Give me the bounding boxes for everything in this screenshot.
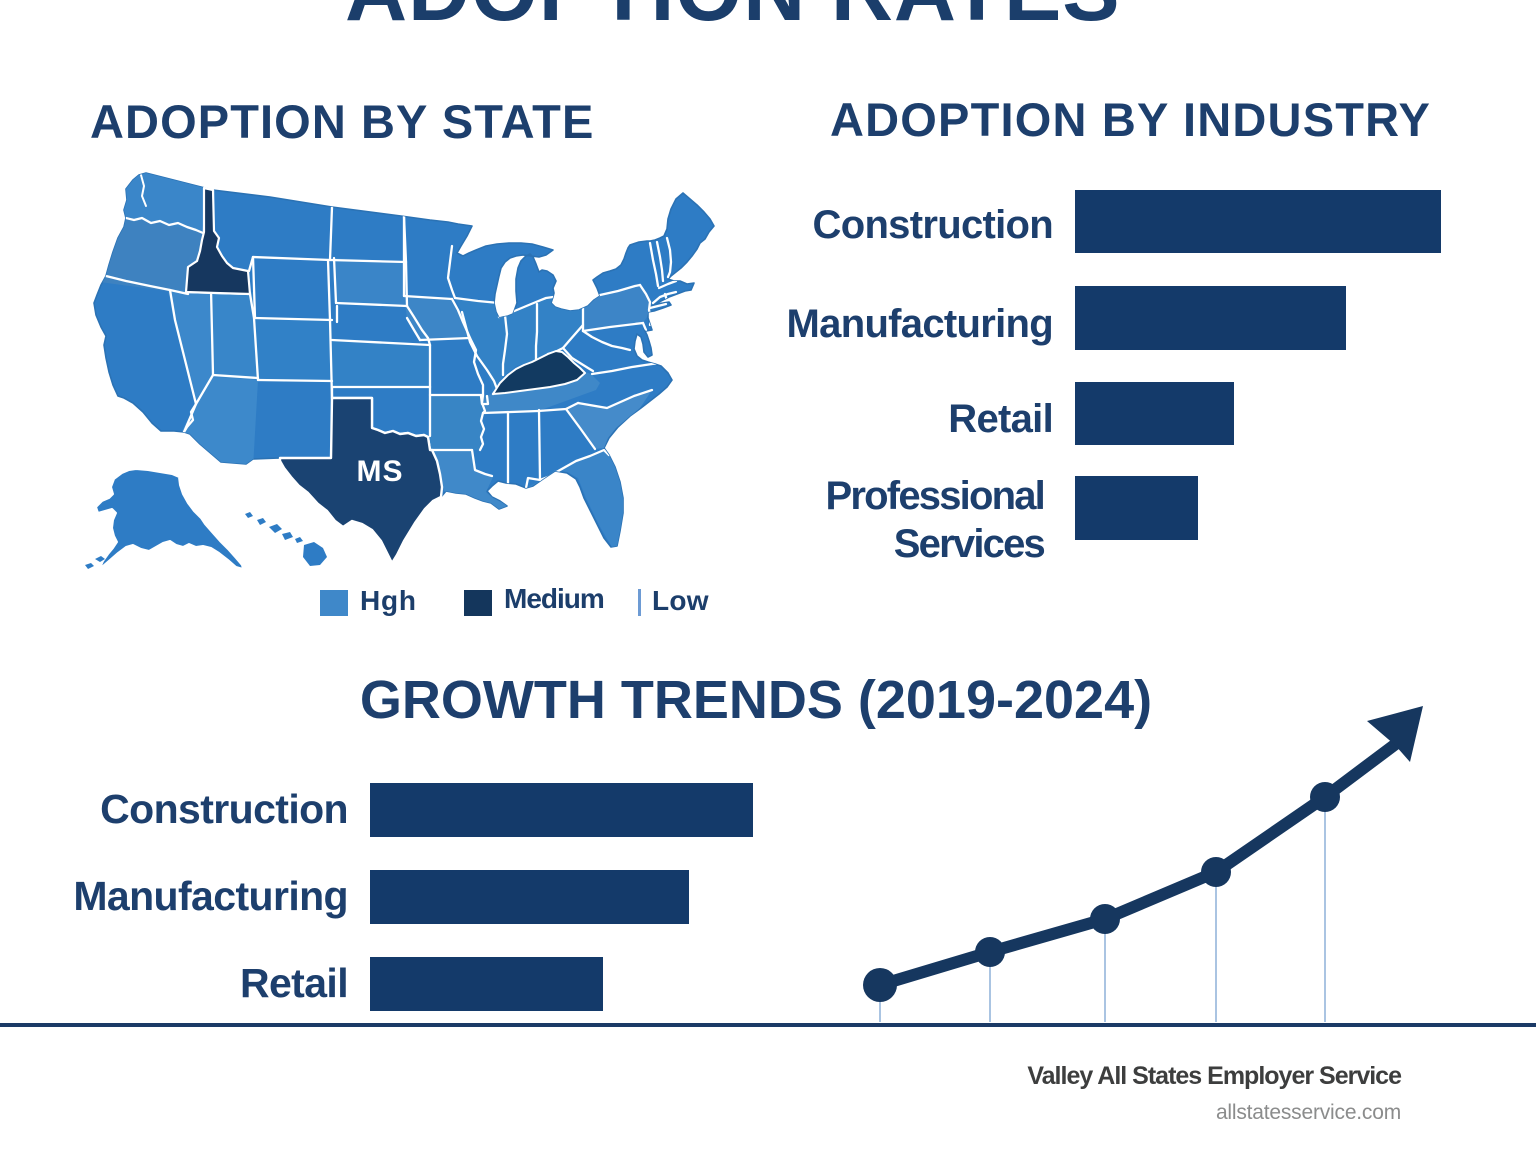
- svg-text:MS: MS: [357, 455, 404, 488]
